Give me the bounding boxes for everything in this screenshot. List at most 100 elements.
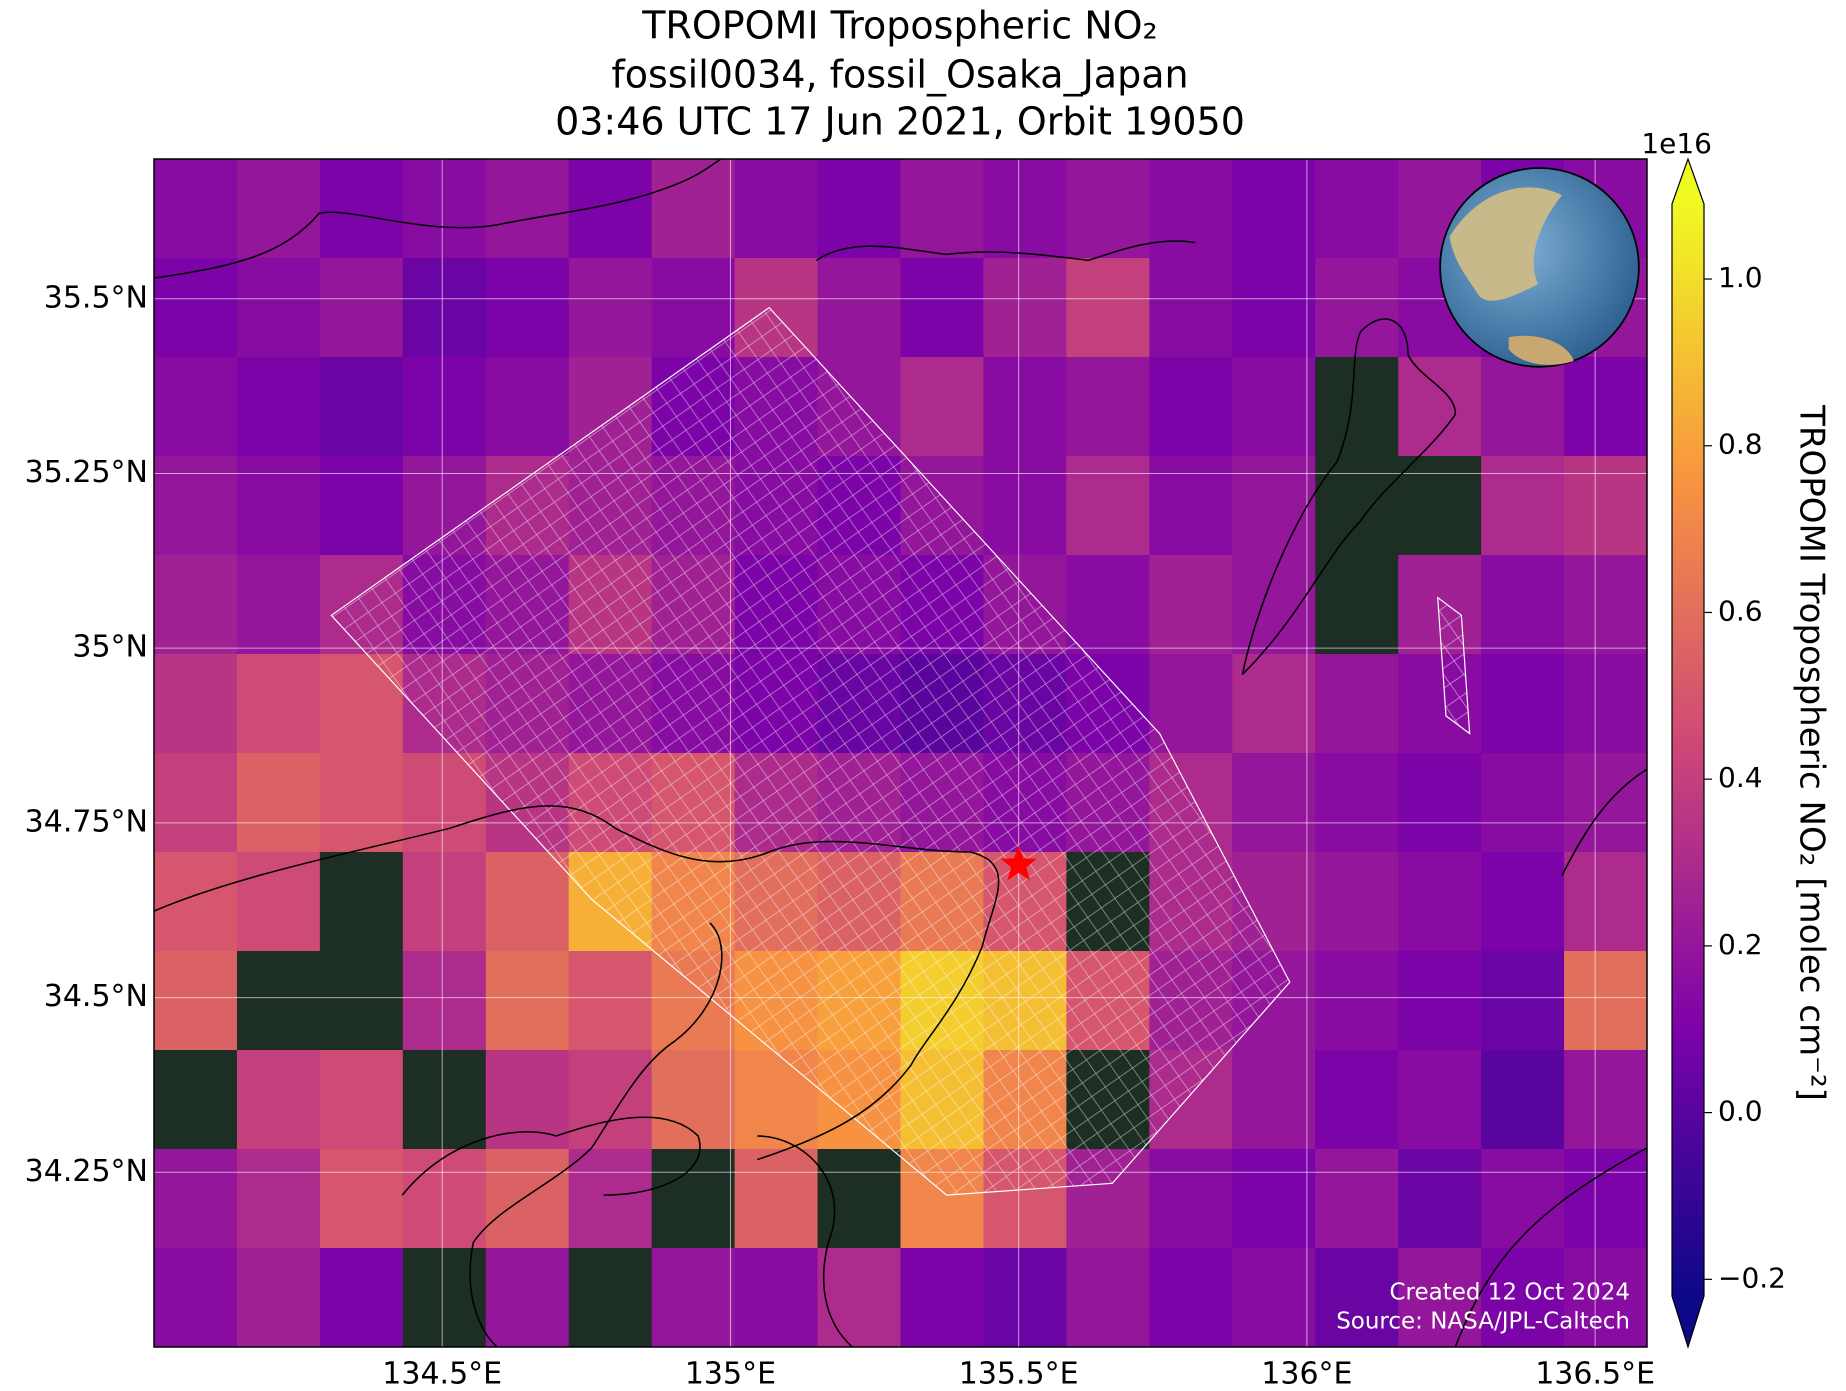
colorbar-tick-label: 0.6 [1718,594,1763,627]
heatmap-cell [1232,258,1316,358]
heatmap-cell [734,1149,819,1249]
heatmap-cell [900,159,984,259]
heatmap-cell [236,1248,321,1347]
heatmap-cell [1481,555,1565,655]
heatmap-cell [1481,753,1565,853]
heatmap-cell [1398,753,1482,853]
heatmap-cell [154,852,238,952]
colorbar-outline [1671,157,1705,1350]
heatmap-cell [1066,1248,1150,1347]
annotation: Source: NASA/JPL-Caltech [1336,1309,1630,1335]
heatmap-cell [236,1050,321,1150]
heatmap-cell [1564,852,1647,952]
heatmap-cell [1481,1248,1565,1347]
heatmap-cell [651,159,736,259]
heatmap-cell [236,159,321,259]
heatmap-cell [485,258,570,358]
heatmap-cell [485,852,570,952]
heatmap-cell [1481,456,1565,556]
heatmap-cell [1398,654,1482,754]
heatmap-cell [568,1050,653,1150]
heatmap-cell [1149,555,1233,655]
heatmap-cell [1481,1050,1565,1150]
heatmap-cell [983,159,1067,259]
heatmap-cell [1564,357,1647,457]
site-marker [1000,845,1037,881]
heatmap-cell [1315,654,1399,754]
y-tick-label: 35.25°N [25,455,148,490]
title-line: 03:46 UTC 17 Jun 2021, Orbit 19050 [555,100,1245,144]
heatmap-cell [1564,753,1647,853]
heatmap-cell [154,1149,238,1249]
heatmap-cell [1398,1050,1482,1150]
heatmap-cell [1481,357,1565,457]
heatmap-cell [1398,1248,1482,1347]
heatmap-cell [319,159,404,259]
heatmap-cell [154,159,238,259]
heatmap-cell [734,159,819,259]
y-tick-label: 35°N [72,630,148,665]
colorbar-extend-bottom [1672,1296,1704,1347]
heatmap-cell [1232,159,1316,259]
title-line: TROPOMI Tropospheric NO₂ [641,4,1158,48]
heatmap-cell [402,357,487,457]
heatmap-cell [1564,951,1647,1051]
heatmap-cell [1066,555,1150,655]
heatmap-cell [1066,258,1150,358]
heatmap-cell [983,1248,1067,1347]
heatmap-cell [1149,456,1233,556]
heatmap-cell [1398,852,1482,952]
no-data-cell [1315,555,1399,655]
heatmap-cell [154,357,238,457]
heatmap-cell [1481,654,1565,754]
no-data-cell [817,1149,901,1249]
annotation: Created 12 Oct 2024 [1389,1280,1630,1306]
y-tick-label: 34.5°N [44,979,148,1014]
heatmap-cell [1066,357,1150,457]
heatmap-cell [1232,456,1316,556]
heatmap-cell [817,1248,901,1347]
colorbar-tick-label: 0.4 [1718,761,1763,794]
heatmap-cell [236,753,321,853]
sounding-grid [1437,596,1471,735]
colorbar-offset: 1e16 [1641,127,1712,160]
no-data-cell [236,951,321,1051]
heatmap-cell [568,159,653,259]
heatmap-cell [154,258,238,358]
heatmap-cell [1315,852,1399,952]
heatmap-cell [651,1248,736,1347]
heatmap-cell [1564,1149,1647,1249]
heatmap-cell [1564,1050,1647,1150]
heatmap-cell [817,258,901,358]
heatmap-cell [1149,654,1233,754]
heatmap-cell [319,258,404,358]
heatmap-cell [485,357,570,457]
heatmap-cell [485,1050,570,1150]
no-data-cell [568,1248,653,1347]
heatmap-cell [485,1149,570,1249]
heatmap-cell [1315,159,1399,259]
heatmap-cell [402,951,487,1051]
heatmap-cell [485,1248,570,1347]
heatmap-cell [1398,357,1482,457]
heatmap-cell [1232,1149,1316,1249]
no-data-cell [1315,456,1399,556]
heatmap-cell [236,1149,321,1249]
heatmap-cell [900,1248,984,1347]
no-data-cell [402,1050,487,1150]
heatmap-cell [1564,456,1647,556]
heatmap-cell [1149,159,1233,259]
heatmap-cell [236,456,321,556]
colorbar-extend-top [1672,159,1704,204]
heatmap-cell [1315,1248,1399,1347]
colorbar-label: TROPOMI Tropospheric NO₂ [molec cm⁻²] [1792,404,1832,1101]
colorbar-tick-label: 0.8 [1718,428,1763,461]
heatmap-cell [1315,951,1399,1051]
heatmap-cell [402,1149,487,1249]
y-tick-label: 34.25°N [25,1154,148,1189]
heatmap-cell [154,1248,238,1347]
heatmap-cell [1149,258,1233,358]
colorbar: −0.2 0.0 0.2 0.4 0.6 0.8 1.0 [1671,157,1786,1350]
no-data-cell [319,951,404,1051]
